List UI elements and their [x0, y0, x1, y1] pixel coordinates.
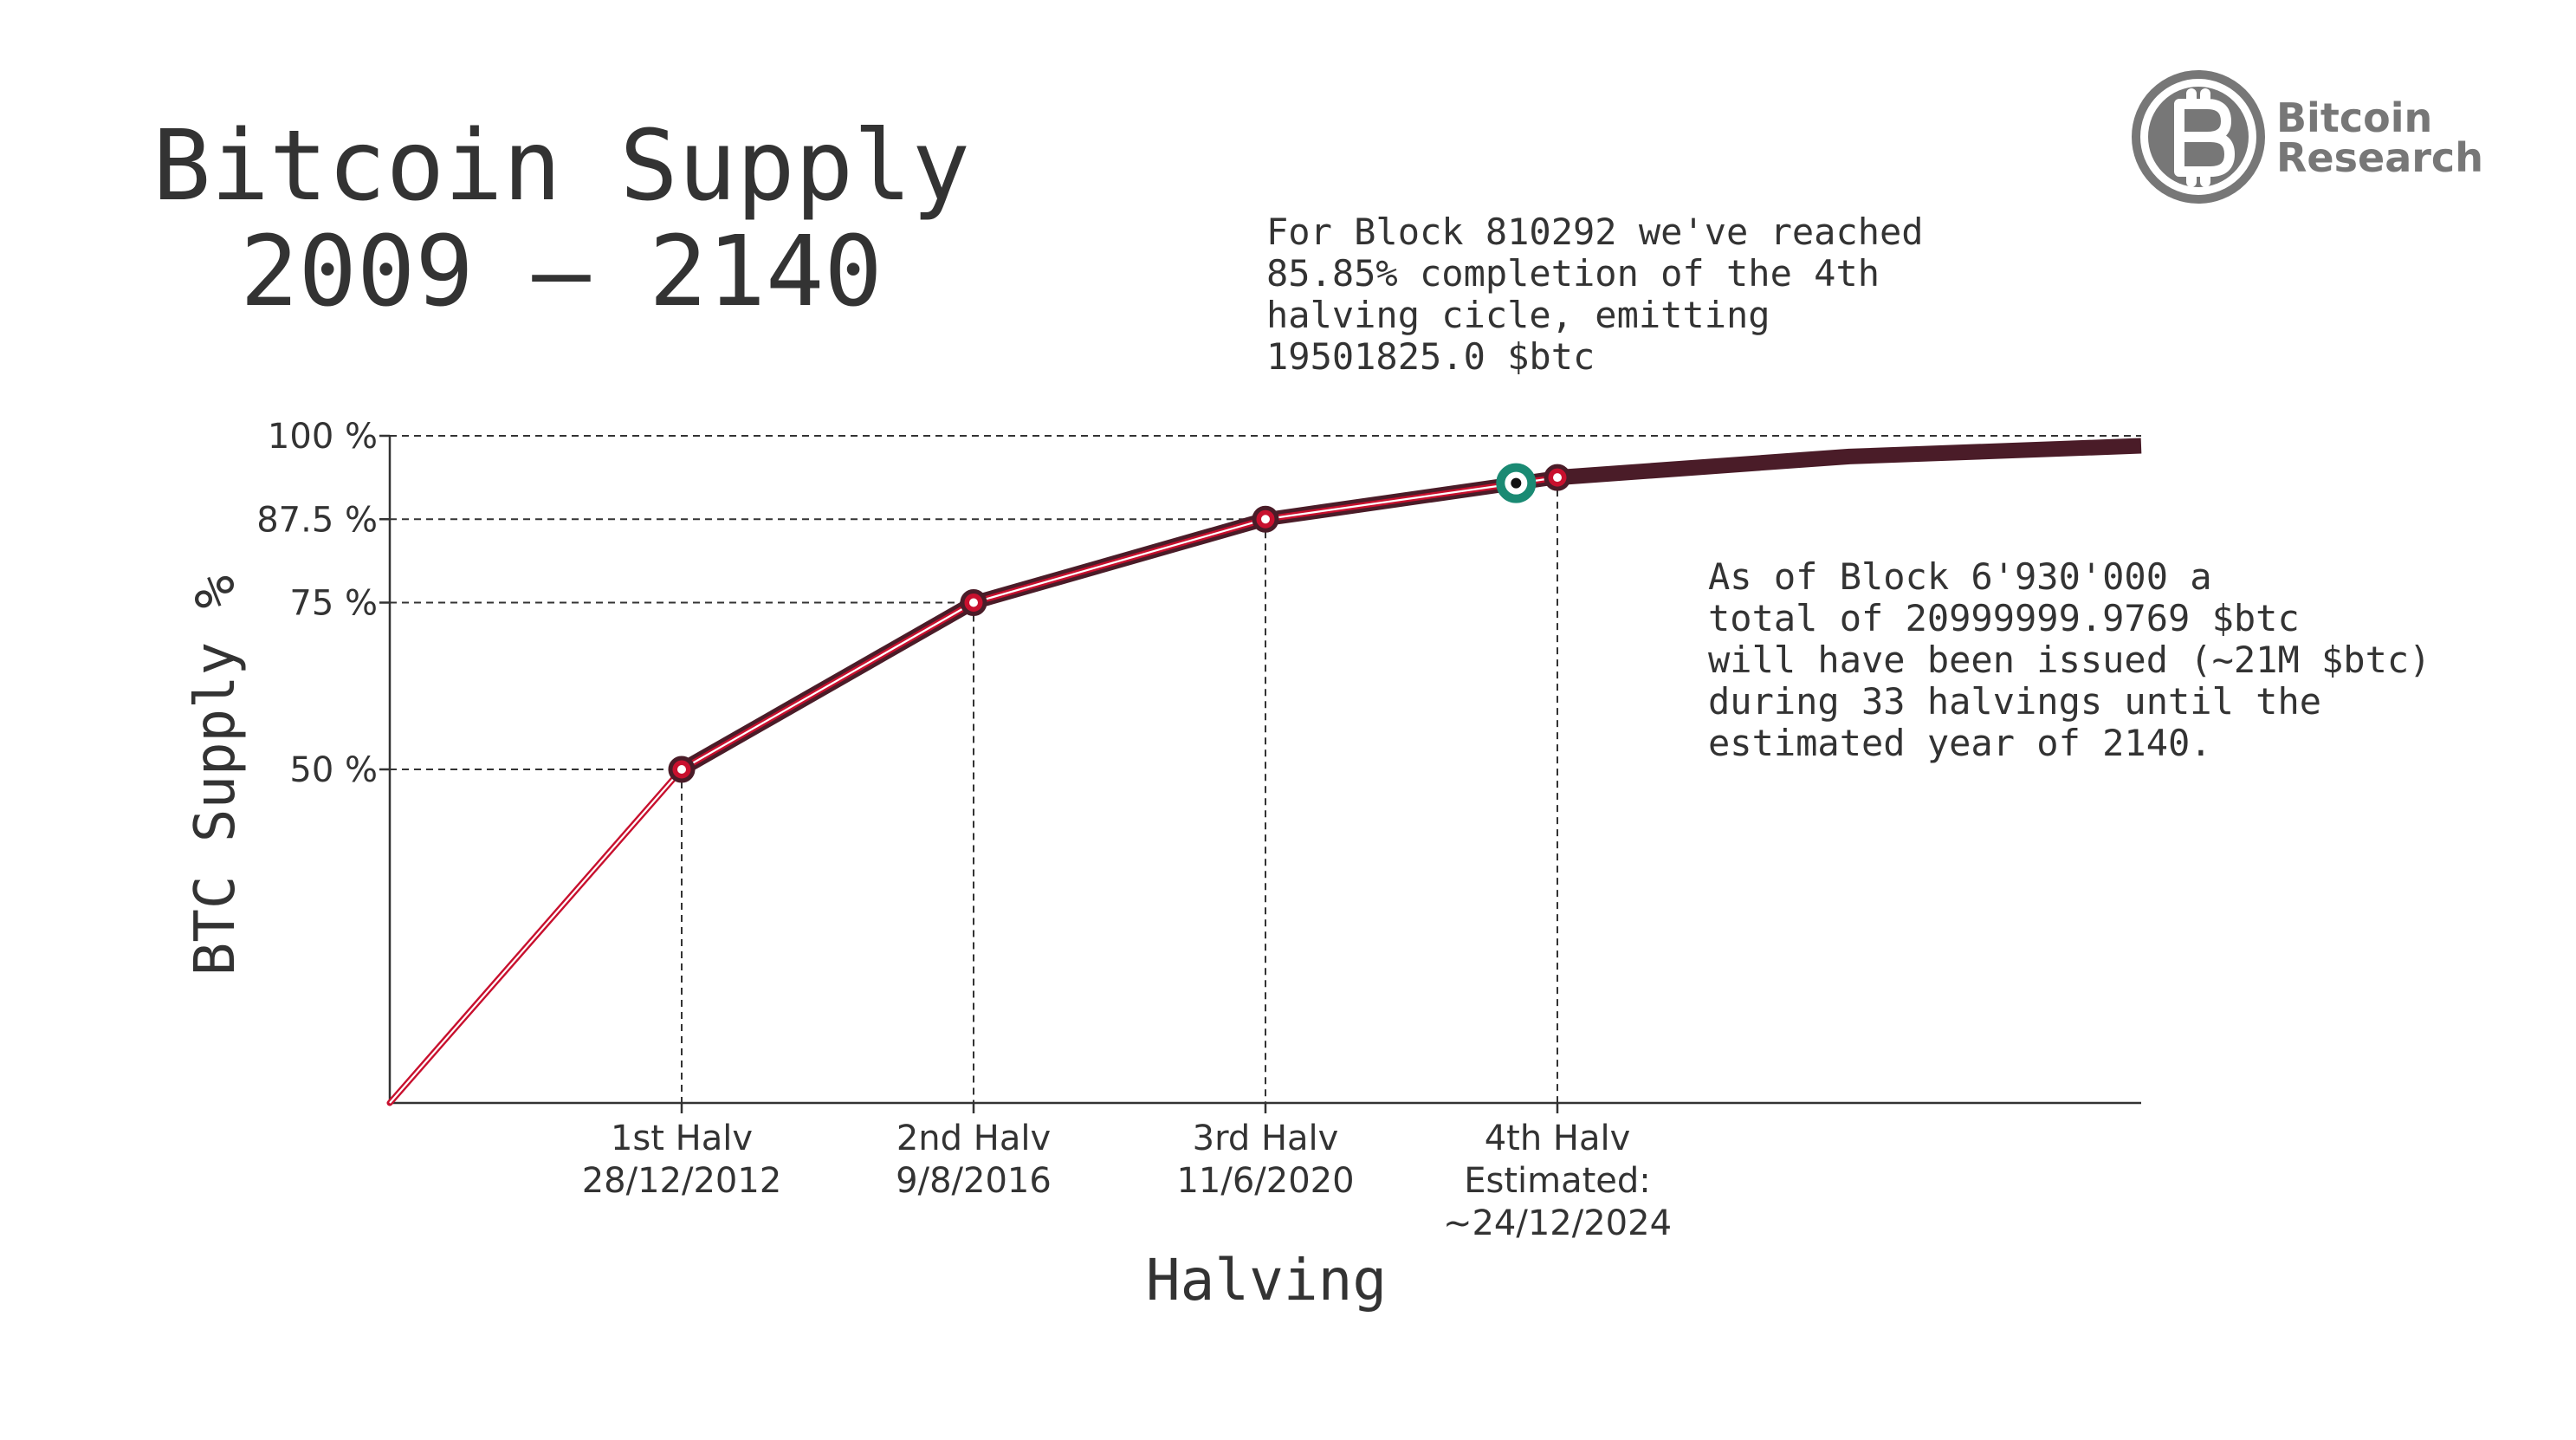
annotation-top-line: halving cicle, emitting — [1266, 294, 1770, 336]
x-tick-label: 2nd Halv — [896, 1119, 1051, 1158]
halving-points — [668, 463, 1571, 783]
x-tick-label: 3rd Halv — [1193, 1119, 1339, 1158]
supply-line-segment-inner — [681, 601, 974, 770]
annotation-top-line: 19501825.0 $btc — [1266, 335, 1595, 378]
x-tick-label: 11/6/2020 — [1176, 1161, 1354, 1201]
y-tick-label: 50 % — [289, 750, 378, 790]
annotation-right: As of Block 6'930'000 a total of 2099999… — [1708, 555, 2430, 764]
y-axis-label: BTC Supply % — [184, 575, 248, 976]
annotation-top: For Block 810292 we've reached 85.85% co… — [1266, 211, 1924, 378]
current-position-center — [1511, 477, 1522, 489]
annotation-top-line: For Block 810292 we've reached — [1266, 211, 1924, 253]
guide-lines — [390, 435, 2141, 1103]
annotation-right-line: will have been issued (~21M $btc) — [1708, 639, 2430, 681]
chart-title-line1: Bitcoin Supply — [152, 110, 970, 223]
x-tick-label: Estimated: — [1464, 1161, 1651, 1201]
halving-point-center — [969, 598, 978, 607]
halving-point-center — [677, 765, 686, 774]
annotation-right-line: As of Block 6'930'000 a — [1708, 555, 2212, 598]
y-tick-label: 87.5 % — [256, 500, 378, 540]
x-tick-label: 9/8/2016 — [896, 1161, 1052, 1201]
x-axis-label: Halving — [1146, 1247, 1387, 1314]
annotation-top-line: 85.85% completion of the 4th — [1266, 252, 1880, 295]
y-tick-label: 75 % — [289, 584, 378, 624]
halving-point-center — [1261, 515, 1270, 524]
y-tick-label: 100 % — [268, 417, 378, 457]
bitcoin-research-logo: Bitcoin Research — [2132, 70, 2483, 204]
supply-line-segment-inner — [389, 769, 683, 1104]
annotation-right-line: during 33 halvings until the — [1708, 680, 2321, 723]
chart-title-line2: 2009 – 2140 — [240, 216, 883, 328]
annotation-right-line: total of 20999999.9769 $btc — [1708, 597, 2300, 639]
x-tick-label: 4th Halv — [1485, 1119, 1631, 1158]
supply-line-segment-inner — [973, 518, 1266, 604]
x-tick-label: 1st Halv — [611, 1119, 753, 1158]
annotation-right-line: estimated year of 2140. — [1708, 722, 2212, 764]
x-tick-label: ~24/12/2024 — [1443, 1203, 1672, 1243]
logo-text-line1: Bitcoin — [2276, 94, 2432, 141]
halving-point-center — [1553, 473, 1562, 483]
logo-text-line2: Research — [2276, 134, 2483, 181]
x-tick-label: 28/12/2012 — [582, 1161, 782, 1201]
supply-line-projection — [1557, 438, 2142, 486]
bitcoin-research-logo-icon — [2132, 70, 2265, 204]
